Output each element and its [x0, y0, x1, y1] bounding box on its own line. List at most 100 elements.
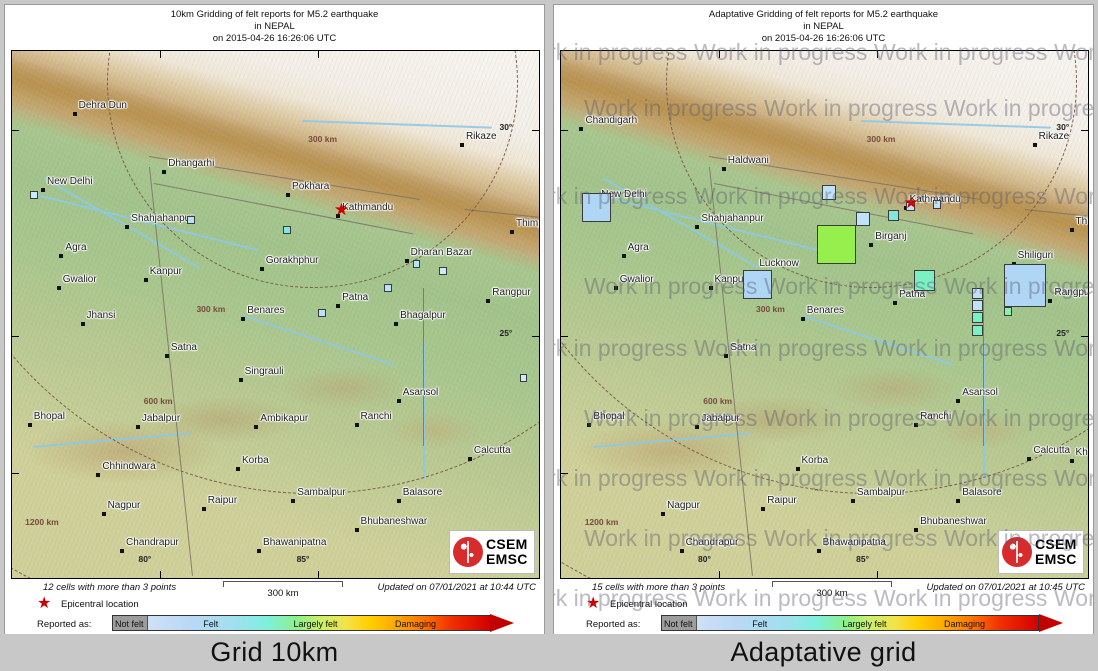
city-dot-icon	[761, 506, 766, 511]
felt-report-grid-cell[interactable]	[887, 210, 899, 222]
city-dot-icon	[101, 512, 106, 517]
colorbar-label-3: Damaging	[395, 619, 437, 629]
city-dot-icon	[679, 549, 684, 553]
felt-report-grid-cell[interactable]	[972, 312, 984, 324]
city-dot-icon	[724, 354, 729, 359]
city-label: Shahjahanpur	[131, 212, 194, 224]
city-dot-icon	[135, 425, 140, 430]
updated-timestamp: Updated on 07/01/2021 at 10:44 UTC	[377, 582, 536, 593]
graticule-label-2: 85°	[296, 554, 310, 565]
city-label: Jhansi	[86, 310, 116, 322]
city-label: Balasore	[402, 486, 443, 498]
title-line-2: in NEPAL	[803, 21, 844, 32]
ring-label-2: 600 km	[703, 396, 733, 407]
map-canvas-left[interactable]: 300 km 300 km 600 km 1200 km 30° 25° 85°…	[11, 50, 540, 579]
city-label: Thimphu	[516, 218, 539, 230]
city-label: Patna	[899, 289, 926, 301]
felt-report-grid-cell[interactable]	[582, 193, 612, 223]
felt-report-grid-cell[interactable]	[972, 288, 984, 300]
city-dot-icon	[850, 498, 855, 503]
city-label: Agra	[65, 241, 87, 253]
graticule-tick-right-1	[1081, 130, 1088, 132]
city-dot-icon	[96, 472, 101, 477]
ring-label-1: 300 km	[196, 303, 226, 314]
felt-report-grid-cell[interactable]	[438, 267, 447, 275]
city-dot-icon	[621, 253, 626, 258]
map-canvas-right[interactable]: 300 km 300 km 600 km 1200 km 30° 25° 85°…	[560, 50, 1089, 579]
legend-row-colorbar: Reported as: Not felt Felt Largely felt …	[560, 614, 1087, 633]
graticule-tick-left-2	[12, 335, 19, 337]
felt-report-grid-cell[interactable]	[932, 200, 942, 210]
city-dot-icon	[72, 111, 77, 116]
city-label: Shiliguri	[1017, 249, 1054, 261]
felt-report-grid-cell[interactable]	[742, 269, 772, 299]
felt-report-grid-cell[interactable]	[821, 185, 837, 200]
updated-timestamp: Updated on 07/01/2021 at 10:45 UTC	[926, 582, 1085, 593]
ring-label-2: 600 km	[143, 396, 173, 407]
title-line-2: in NEPAL	[254, 21, 295, 32]
felt-report-grid-cell[interactable]	[186, 216, 195, 225]
graticule-tick-left-1	[561, 130, 568, 132]
city-dot-icon	[467, 456, 472, 461]
city-label: Chhindwara	[102, 460, 156, 472]
city-dot-icon	[120, 549, 125, 553]
title-line-1: 10km Gridding of felt reports for M5.2 e…	[170, 9, 379, 20]
felt-report-grid-cell[interactable]	[1003, 264, 1046, 307]
felt-report-grid-cell[interactable]	[856, 211, 871, 226]
felt-report-grid-cell[interactable]	[914, 269, 936, 291]
felt-report-grid-cell[interactable]	[972, 300, 984, 312]
city-label: Kanpur	[714, 273, 747, 285]
city-dot-icon	[613, 285, 618, 290]
title-line-3: on 2015-04-26 16:26:06 UTC	[761, 33, 886, 44]
city-dot-icon	[27, 422, 32, 427]
reported-as-label: Reported as:	[37, 619, 92, 630]
city-dot-icon	[394, 322, 399, 327]
felt-report-grid-cell[interactable]	[283, 225, 292, 234]
city-dot-icon	[56, 285, 61, 290]
intensity-colorbar: Not felt Felt Largely felt Damaging	[661, 614, 1063, 632]
epicenter-legend-label: Epicentral location	[61, 599, 139, 610]
city-dot-icon	[201, 506, 206, 511]
felt-report-grid-cell[interactable]	[384, 283, 392, 292]
felt-report-grid-cell[interactable]	[317, 308, 326, 317]
border-bangladesh	[982, 288, 984, 447]
city-label: Singrauli	[244, 365, 284, 377]
city-dot-icon	[396, 398, 401, 403]
city-label: Birganj	[875, 231, 907, 243]
felt-report-grid-cell[interactable]	[519, 374, 528, 382]
logo-line-2: EMSC	[486, 551, 528, 567]
city-label: Agra	[627, 241, 649, 253]
felt-report-grid-cell[interactable]	[972, 324, 984, 336]
legend-row-info: 15 cells with more than 3 points 300 km …	[560, 581, 1087, 599]
city-label: Ranchi	[360, 410, 392, 422]
globe-icon	[453, 537, 483, 567]
logo-line-2: EMSC	[1035, 551, 1077, 567]
city-label: Rikaze	[1038, 131, 1070, 143]
city-label: Sambalpur	[297, 486, 346, 498]
felt-report-grid-cell[interactable]	[1003, 307, 1013, 316]
colorbar-notfelt-segment	[113, 616, 148, 630]
colorbar-label-2: Largely felt	[293, 619, 338, 629]
city-label: Chandrapur	[685, 537, 739, 548]
city-label: Satna	[170, 342, 197, 354]
city-label: Dehra Dun	[78, 99, 127, 111]
graticule-tick-top-1	[719, 51, 721, 58]
city-dot-icon	[404, 259, 409, 264]
city-label: Jabalpur	[701, 413, 740, 425]
felt-report-grid-cell[interactable]	[412, 259, 421, 268]
city-label: Kathmandu	[910, 194, 961, 205]
felt-report-grid-cell[interactable]	[816, 224, 857, 265]
panel-adaptative-grid: Adaptative Gridding of felt reports for …	[549, 0, 1098, 671]
city-label: Rikaze	[465, 131, 497, 143]
city-dot-icon	[1032, 143, 1037, 148]
city-dot-icon	[1069, 227, 1074, 232]
scale-bar: 300 km	[772, 581, 892, 599]
colorbar-label-0: Not felt	[664, 619, 693, 629]
city-dot-icon	[59, 253, 64, 258]
city-label: Balasore	[962, 486, 1002, 498]
city-dot-icon	[238, 377, 243, 382]
graticule-label-3: 80°	[698, 554, 711, 565]
graticule-label-1: 25°	[499, 327, 513, 338]
felt-report-grid-cell[interactable]	[29, 191, 38, 200]
city-label: Dharan Bazar	[410, 247, 473, 259]
